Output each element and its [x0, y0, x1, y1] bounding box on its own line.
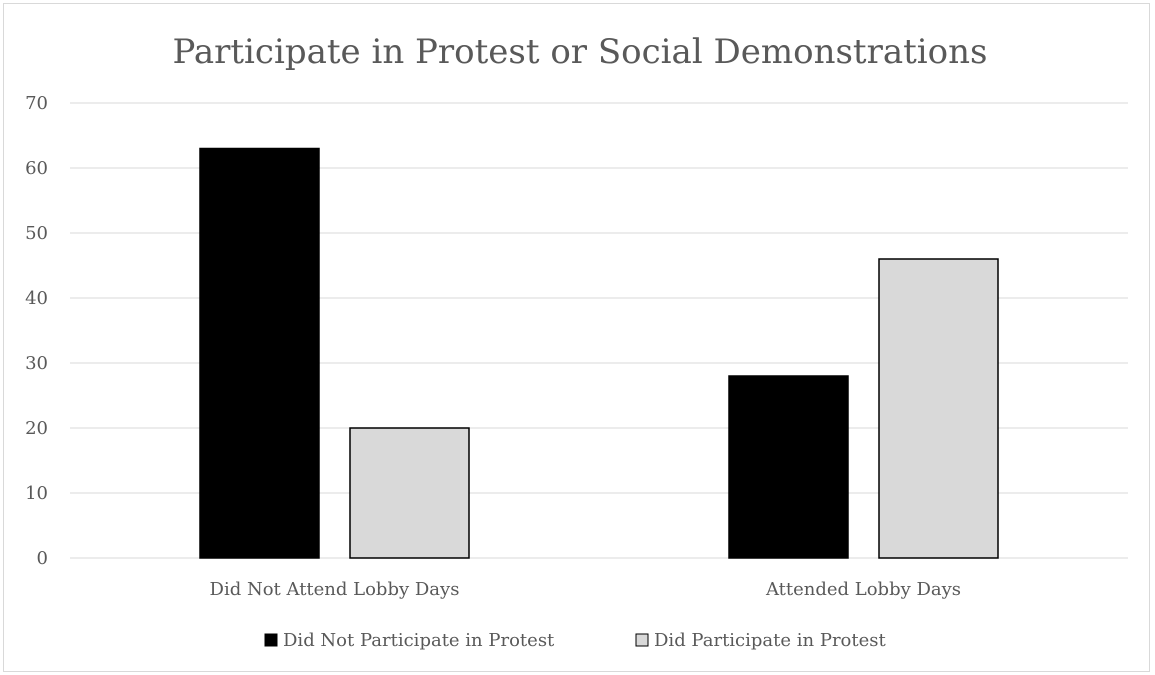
legend-label: Did Not Participate in Protest — [283, 630, 555, 651]
y-tick-label: 0 — [37, 548, 48, 569]
x-category-label: Attended Lobby Days — [765, 579, 961, 600]
chart-title: Participate in Protest or Social Demonst… — [173, 32, 988, 72]
y-tick-label: 20 — [25, 418, 48, 439]
y-tick-label: 50 — [25, 223, 48, 244]
y-tick-label: 40 — [25, 288, 48, 309]
legend-swatch — [264, 633, 278, 647]
y-tick-label: 30 — [25, 353, 48, 374]
y-tick-label: 10 — [25, 483, 48, 504]
bars — [199, 147, 999, 559]
bar — [349, 427, 470, 559]
y-tick-label: 70 — [25, 93, 48, 114]
legend: Did Not Participate in Protest Did Partic… — [264, 630, 887, 651]
legend-swatch — [635, 633, 649, 647]
bar — [199, 147, 320, 559]
bar — [728, 375, 849, 559]
y-tick-label: 60 — [25, 158, 48, 179]
x-axis-categories: Did Not Attend Lobby Days Attended Lobby … — [210, 579, 962, 600]
y-axis-ticks: 0 10 20 30 40 50 60 70 — [25, 93, 48, 569]
bar — [878, 258, 999, 559]
legend-label: Did Participate in Protest — [654, 630, 887, 651]
x-category-label: Did Not Attend Lobby Days — [210, 579, 460, 600]
